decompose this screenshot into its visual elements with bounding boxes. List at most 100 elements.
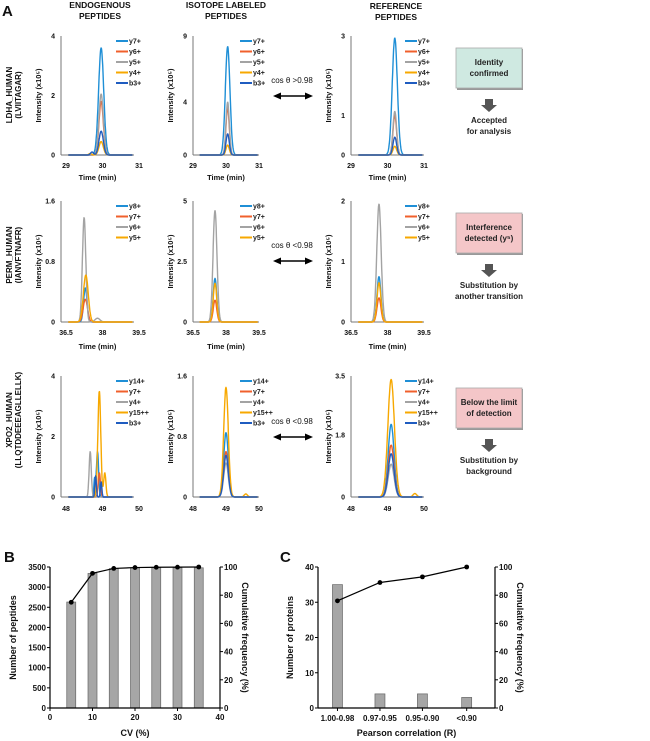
row-2-annotations: PERM_HUMAN (IANVFTNAFR) cos θ <0.98 Interfe… xyxy=(5,212,523,301)
chromatogram-r3-c1: 0 2 4 48 49 50 Intensity (x10⁵) y14+ y7+ y4+ y15++… xyxy=(34,374,149,514)
trace-y5p xyxy=(199,282,259,323)
outcome-line-2: background xyxy=(466,467,512,476)
x-tick-label: 10 xyxy=(88,713,97,722)
trace-y4p xyxy=(67,140,133,156)
legend-label: y7+ xyxy=(418,39,430,46)
legend-label: y5+ xyxy=(418,235,430,242)
y-tick-label: 0 xyxy=(183,495,187,502)
x-tick-label: 49 xyxy=(99,506,107,513)
x-axis-label: Time (min) xyxy=(207,342,245,351)
cumulative-point xyxy=(377,580,383,585)
legend-label: y5+ xyxy=(129,235,141,242)
legend-label: y7+ xyxy=(129,214,141,221)
x-tick-label: 48 xyxy=(62,506,70,513)
row-3-annotations: XPO2_HUMAN (LLQTDDEEEAGLLELLK) cos θ <0.98… xyxy=(5,371,523,476)
cumulative-point xyxy=(90,570,95,576)
peptide-sequence: (LVIITAGAR) xyxy=(14,71,23,119)
cumulative-point xyxy=(111,566,117,571)
bar xyxy=(66,601,77,709)
y-tick-label: 0.8 xyxy=(45,259,55,266)
y-axis-label: Intensity (x10⁵) xyxy=(324,234,333,288)
trace-b3p xyxy=(357,453,423,498)
cumulative-point xyxy=(175,564,180,570)
status-line-2: detected (y⁵) xyxy=(465,234,514,243)
trace-y6p xyxy=(67,217,133,323)
x-tick-label: 31 xyxy=(135,163,143,170)
trace-y15pp xyxy=(357,378,423,498)
down-arrow-icon xyxy=(481,439,497,452)
x-tick-label: 50 xyxy=(135,506,143,513)
legend-label: y5+ xyxy=(253,60,265,67)
chromatogram-r2-c1: 0 0.8 1.6 36.5 38 39.5 Intensity (x10⁵) Time (m… xyxy=(34,199,146,352)
legend-label: y8+ xyxy=(129,204,141,211)
y-tick-label: 1 xyxy=(341,113,345,120)
column-header-reference-2: PEPTIDES xyxy=(375,12,417,22)
y-tick-label: 0 xyxy=(42,704,47,713)
legend-label: y7+ xyxy=(253,39,265,46)
x-tick-label: 29 xyxy=(62,163,70,170)
trace-y7p xyxy=(357,444,423,498)
x-tick-label: 38 xyxy=(99,330,107,337)
trace-b3p xyxy=(199,454,259,498)
legend-label: y6+ xyxy=(253,225,265,232)
cumulative-point xyxy=(464,564,470,570)
row-1-annotations: LDHA_HUMAN (LVIITAGAR) cos θ >0.98 Identity… xyxy=(5,47,523,136)
y-tick-label: 20 xyxy=(305,634,314,643)
column-header-isotope-2: PEPTIDES xyxy=(205,11,247,21)
legend-label: y7+ xyxy=(418,389,430,396)
x-tick-label: 29 xyxy=(189,163,197,170)
cumulative-point xyxy=(335,598,340,604)
trace-y7p xyxy=(199,299,259,323)
cosine-similarity-label: cos θ <0.98 xyxy=(271,417,313,426)
x-tick-label: 48 xyxy=(347,506,355,513)
y2-tick-label: 20 xyxy=(499,676,508,685)
legend-label: y7+ xyxy=(253,214,265,221)
legend-label: y14+ xyxy=(129,379,145,386)
y-tick-label: 0 xyxy=(183,153,187,160)
down-arrow-icon xyxy=(481,99,497,112)
bar xyxy=(130,567,140,709)
trace-y14p xyxy=(357,423,423,498)
x-tick-label: 31 xyxy=(255,163,263,170)
bar xyxy=(151,567,162,709)
legend-label: y7+ xyxy=(418,214,430,221)
legend-label: b3+ xyxy=(129,421,141,428)
legend-label: b3+ xyxy=(253,421,265,428)
status-box xyxy=(455,47,523,89)
bar xyxy=(87,573,98,709)
trace-y6p xyxy=(67,100,133,156)
x-tick-label: 29 xyxy=(347,163,355,170)
trace-y4p xyxy=(357,463,423,498)
trace-b3p xyxy=(199,133,259,156)
legend-label: y15++ xyxy=(418,410,438,417)
legend-label: y4+ xyxy=(418,70,430,77)
legend-label: y15++ xyxy=(253,410,273,417)
trace-y4p xyxy=(199,144,259,156)
legend-label: y8+ xyxy=(253,204,265,211)
cumulative-point xyxy=(68,599,74,605)
y2-tick-label: 60 xyxy=(499,619,508,628)
x-tick-label: 31 xyxy=(420,163,428,170)
y-axis-label: Intensity (x10⁵) xyxy=(34,234,43,288)
legend-label: y4+ xyxy=(253,400,265,407)
column-header-reference: REFERENCE xyxy=(370,1,423,11)
row-annotations: LDHA_HUMAN (LVIITAGAR) cos θ >0.98 Identity… xyxy=(5,47,523,476)
legend-label: b3+ xyxy=(253,81,265,88)
y2-tick-label: 40 xyxy=(224,648,233,657)
y-tick-label: 0 xyxy=(341,495,345,502)
y-axis-label: Number of proteins xyxy=(285,596,295,679)
cosine-similarity-label: cos θ <0.98 xyxy=(271,241,313,250)
trace-b3p xyxy=(67,475,133,498)
y-tick-label: 1.8 xyxy=(335,432,345,439)
down-arrow-icon xyxy=(481,264,497,277)
category-label: 0.97-0.95 xyxy=(363,714,397,723)
y2-tick-label: 20 xyxy=(224,676,233,685)
y-tick-label: 10 xyxy=(305,669,314,678)
cumulative-point xyxy=(196,564,202,570)
trace-y8p xyxy=(199,277,259,323)
legend-label: b3+ xyxy=(129,81,141,88)
legend-label: b3+ xyxy=(418,81,430,88)
category-label: 0.95-0.90 xyxy=(406,714,440,723)
trace-b3p xyxy=(357,136,423,156)
